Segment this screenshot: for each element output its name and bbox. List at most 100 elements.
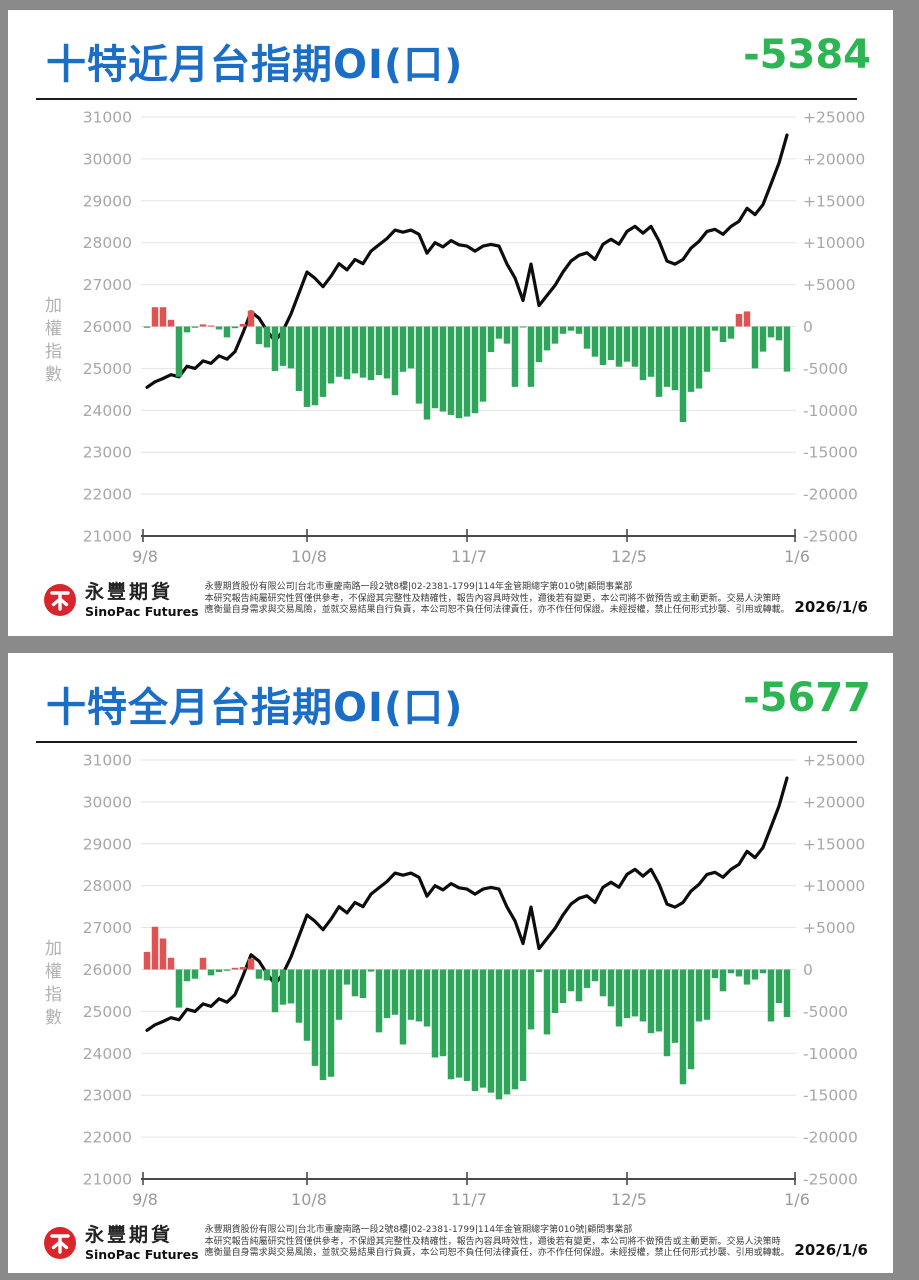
oi-bar — [295, 326, 303, 392]
right-axis-tick: -15000 — [803, 444, 858, 462]
oi-bar — [519, 326, 527, 328]
oi-bar — [583, 326, 591, 349]
left-axis-tick: 22000 — [83, 1129, 132, 1147]
oi-bar — [239, 323, 247, 327]
title-divider — [36, 98, 857, 100]
oi-bar — [231, 326, 239, 329]
oi-bar — [679, 969, 687, 1085]
left-axis-tick: 23000 — [83, 444, 132, 462]
oi-bar — [559, 326, 567, 334]
left-axis-tick: 26000 — [83, 961, 132, 979]
oi-bar — [463, 969, 471, 1081]
headline-oi-value-all-month: -5677 — [743, 675, 871, 721]
oi-bar — [615, 326, 623, 367]
oi-bar — [175, 969, 183, 1008]
oi-bar — [439, 969, 447, 1057]
oi-bar — [279, 969, 287, 1005]
disclaimer-line-2: 應衡量自身需求與交易風險，並就交易結果自行負責，本公司恕不負任何法律責任，亦不作… — [204, 605, 790, 615]
oi-bar — [375, 969, 383, 1033]
oi-bar — [159, 938, 167, 970]
oi-bar — [175, 326, 183, 377]
oi-bar — [695, 326, 703, 389]
left-axis-tick: 29000 — [83, 192, 132, 210]
logo-name-zh: 永豐期貨 — [85, 1224, 174, 1246]
x-axis-tick: 9/8 — [132, 547, 158, 566]
oi-bar — [479, 969, 487, 1088]
index-line — [145, 776, 789, 1032]
sinopac-logo: 永豐期貨 SinoPac Futures — [42, 1224, 199, 1262]
oi-bar — [751, 326, 759, 369]
right-axis-tick: -20000 — [803, 486, 858, 504]
left-axis-tick: 25000 — [83, 1003, 132, 1021]
oi-bar — [407, 969, 415, 1020]
report-card-near-month: 十特近月台指期OI(口) -5384 31000 +25000 30000 +2000… — [8, 10, 893, 636]
oi-bar — [447, 969, 455, 1080]
right-axis-tick: -10000 — [803, 1045, 858, 1063]
report-date: 2026/1/6 — [794, 598, 868, 616]
oi-bar — [319, 969, 327, 1081]
left-axis-tick: 31000 — [83, 109, 132, 127]
report-card-all-month: 十特全月台指期OI(口) -5677 31000 +25000 30000 +2000… — [8, 653, 893, 1273]
oi-bar — [743, 969, 751, 985]
oi-bar — [599, 969, 607, 997]
oi-bar — [527, 969, 535, 1030]
oi-bar — [767, 969, 775, 1022]
left-axis-tick: 24000 — [83, 402, 132, 420]
left-axis-label: 加權指數 — [41, 296, 61, 388]
oi-bar — [503, 969, 511, 1095]
oi-bar — [759, 326, 767, 352]
oi-bar — [439, 326, 447, 412]
oi-bar — [631, 969, 639, 1017]
oi-bar — [183, 969, 191, 982]
x-axis-tick: 12/5 — [611, 547, 647, 566]
oi-bar — [551, 326, 559, 344]
oi-bar — [591, 969, 599, 982]
right-axis-tick: +25000 — [803, 752, 865, 770]
oi-bar — [447, 326, 455, 415]
oi-bar — [679, 326, 687, 423]
oi-bar — [687, 969, 695, 1070]
oi-bar — [551, 969, 559, 1014]
x-axis-tick: 10/8 — [291, 1190, 327, 1209]
oi-bar — [535, 326, 543, 363]
left-axis-tick: 30000 — [83, 150, 132, 168]
oi-bar — [311, 969, 319, 1066]
left-axis-tick: 26000 — [83, 318, 132, 336]
oi-bar — [583, 969, 591, 988]
oi-bar — [567, 969, 575, 992]
oi-bar — [743, 311, 751, 327]
oi-bar — [711, 969, 719, 979]
oi-bar — [559, 969, 567, 1004]
oi-bar — [207, 325, 215, 327]
left-axis-tick: 29000 — [83, 835, 132, 853]
oi-bar — [255, 326, 263, 345]
left-axis-label: 加權指數 — [41, 939, 61, 1031]
oi-bar — [335, 326, 343, 377]
oi-bar — [535, 969, 543, 973]
oi-bar — [527, 326, 535, 387]
oi-bar — [223, 969, 231, 971]
oi-bar — [463, 326, 471, 417]
oi-bar — [423, 969, 431, 1027]
left-axis-tick: 25000 — [83, 360, 132, 378]
oi-bar — [591, 326, 599, 357]
oi-bar — [335, 969, 343, 1020]
right-axis-tick: -10000 — [803, 402, 858, 420]
oi-bar — [775, 969, 783, 1004]
oi-bar — [415, 326, 423, 404]
oi-bar — [287, 326, 295, 369]
oi-bar — [727, 969, 735, 974]
oi-bar — [375, 326, 383, 376]
company-info-line: 永豐期貨股份有限公司|台北市重慶南路一段2號8樓|02-2381-1799|11… — [204, 582, 633, 592]
report-date: 2026/1/6 — [794, 1241, 868, 1259]
oi-bar — [455, 326, 463, 419]
oi-bar — [199, 324, 207, 327]
oi-bar — [495, 326, 503, 339]
oi-bar — [623, 326, 631, 362]
oi-bar — [367, 326, 375, 381]
left-axis-tick: 30000 — [83, 793, 132, 811]
oi-bar — [215, 969, 223, 973]
oi-bar — [215, 326, 223, 330]
right-axis-tick: +15000 — [803, 835, 865, 853]
oi-bar — [495, 969, 503, 1100]
